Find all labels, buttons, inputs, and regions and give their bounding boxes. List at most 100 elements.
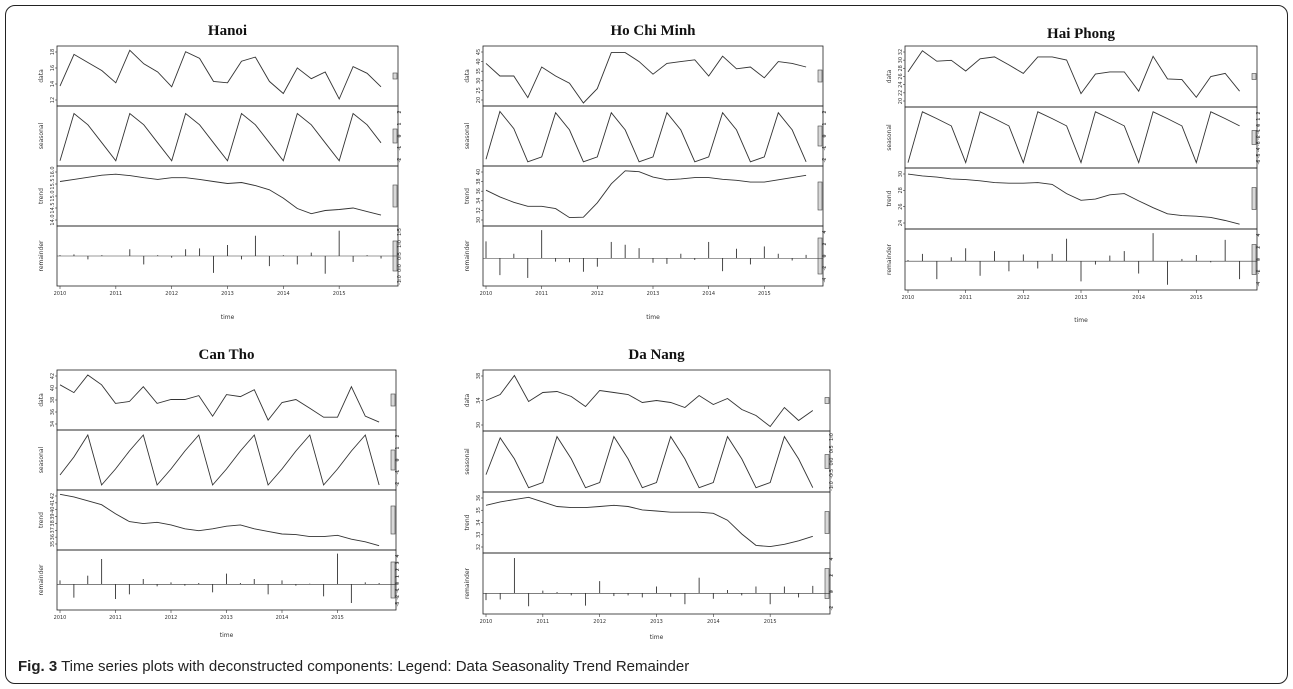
chart-4: Da Nang 30 34 38 data -1.0 -0.5 0.0 0.5 1.0 season… (464, 347, 835, 641)
panel-trend: 32 33 34 35 36 trend (464, 491, 831, 554)
y-tick-label: 39 (50, 513, 56, 519)
panel-label: data (38, 69, 45, 83)
scale-bar (817, 69, 823, 83)
figure-label: Fig. 3 (18, 658, 58, 675)
x-tick-label: 2011 (959, 295, 972, 301)
y-tick-label: 2 (395, 568, 401, 571)
y-tick-label: 22 (898, 90, 904, 96)
scale-bar (390, 449, 396, 471)
series-line-trend (59, 493, 380, 547)
y-tick-label: 1 (822, 122, 828, 125)
y-tick-label: 0 (395, 582, 401, 585)
y-tick-label: 37 (50, 527, 56, 533)
panel-label: remainder (464, 240, 471, 272)
x-tick-label: 2013 (650, 619, 663, 625)
panel-label: data (464, 393, 471, 407)
scale-bar (1251, 244, 1257, 275)
y-tick-label: 24 (898, 81, 904, 87)
series-line-data (59, 49, 382, 101)
y-tick-label: 1.5 (397, 228, 403, 236)
y-tick-label: 16 (50, 65, 56, 71)
x-tick-label: 2010 (54, 291, 67, 297)
y-tick-label: 12 (50, 97, 56, 103)
y-tick-label: 35 (476, 68, 482, 74)
panel-label: remainder (464, 567, 471, 599)
y-tick-label: -2 (829, 606, 835, 611)
x-tick-label: 2014 (1132, 295, 1145, 301)
x-tick-label: 2010 (902, 295, 915, 301)
panel-seasonal: -2 -1 0 1 2 seasonal (38, 429, 401, 491)
panel-remainder: -1.0 0.0 0.5 1.0 1.5 remainder (38, 225, 403, 287)
y-tick-label: 34 (50, 421, 56, 427)
y-tick-label: -3 (395, 602, 401, 607)
scale-bar (1251, 130, 1257, 145)
x-tick-label: 2015 (764, 619, 777, 625)
panel-label: data (886, 69, 893, 83)
y-tick-label: 38 (50, 520, 56, 526)
series-line-trend (907, 173, 1240, 225)
y-tick-label: 4 (395, 554, 401, 557)
y-tick-label: 38 (50, 397, 56, 403)
y-tick-label: 14.5 (50, 202, 56, 213)
x-tick-label: 2014 (277, 291, 290, 297)
y-tick-label: 36 (50, 409, 56, 415)
panel-frame (482, 225, 824, 287)
x-tick-label: 2011 (535, 291, 548, 297)
chart-title: Hai Phong (1047, 26, 1115, 42)
panel-data: 20 25 30 35 40 45 data (464, 45, 824, 107)
y-tick-label: -1 (1256, 129, 1262, 134)
x-axis-label: time (650, 634, 664, 641)
y-tick-label: -2 (822, 266, 828, 271)
y-tick-label: 35 (50, 541, 56, 547)
y-tick-label: -4 (822, 278, 828, 283)
panel-frame (904, 167, 1258, 230)
panel-trend: 14.014.515.015.516.0 trend (38, 165, 399, 227)
y-tick-label: -1 (395, 470, 401, 475)
y-tick-label: 4 (829, 557, 835, 560)
panel-label: seasonal (464, 448, 471, 475)
y-tick-label: 15.5 (50, 178, 56, 189)
figure-caption-text: Time series plots with deconstructed com… (61, 658, 690, 675)
y-tick-label: 0 (1256, 124, 1262, 127)
x-axis-label: time (221, 314, 235, 321)
y-tick-label: 30 (898, 57, 904, 63)
y-tick-label: 34 (476, 519, 482, 525)
series-line-seasonal (59, 433, 380, 486)
y-tick-label: 33 (476, 532, 482, 538)
y-tick-label: 40 (50, 385, 56, 391)
y-tick-label: 1 (1256, 118, 1262, 121)
y-tick-label: 1 (397, 122, 403, 125)
y-tick-label: 38 (476, 178, 482, 184)
series-line-seasonal (907, 111, 1240, 165)
y-tick-label: 0 (822, 134, 828, 137)
y-tick-label: 30 (476, 422, 482, 428)
x-axis-label: time (1074, 317, 1088, 324)
panel-remainder: -2 0 2 4 remainder (464, 552, 835, 615)
y-tick-label: 26 (898, 73, 904, 79)
y-tick-label: -6 (1256, 160, 1262, 165)
panel-label: data (464, 69, 471, 83)
panel-remainder: -4 -2 0 2 4 remainder (886, 228, 1262, 291)
y-tick-label: 3 (395, 561, 401, 564)
panel-frame (56, 489, 397, 551)
y-tick-label: -1.0 (829, 481, 835, 491)
x-tick-label: 2013 (1075, 295, 1088, 301)
scale-bar (824, 511, 830, 534)
panel-label: seasonal (886, 124, 893, 151)
y-tick-label: 2 (1256, 111, 1262, 114)
panel-frame (482, 491, 831, 554)
y-tick-label: 42 (50, 373, 56, 379)
y-tick-label: -1 (397, 146, 403, 151)
series-line-data (907, 50, 1240, 99)
y-tick-label: 18 (50, 49, 56, 55)
y-tick-label: 34 (476, 397, 482, 403)
y-tick-label: 0.5 (829, 445, 835, 453)
y-tick-label: 4 (822, 230, 828, 233)
y-tick-label: 40 (476, 169, 482, 175)
chart-title: Can Tho (198, 347, 254, 363)
y-tick-label: 30 (898, 171, 904, 177)
x-tick-label: 2013 (221, 291, 234, 297)
y-tick-label: 0 (822, 254, 828, 257)
y-tick-label: 26 (898, 203, 904, 209)
